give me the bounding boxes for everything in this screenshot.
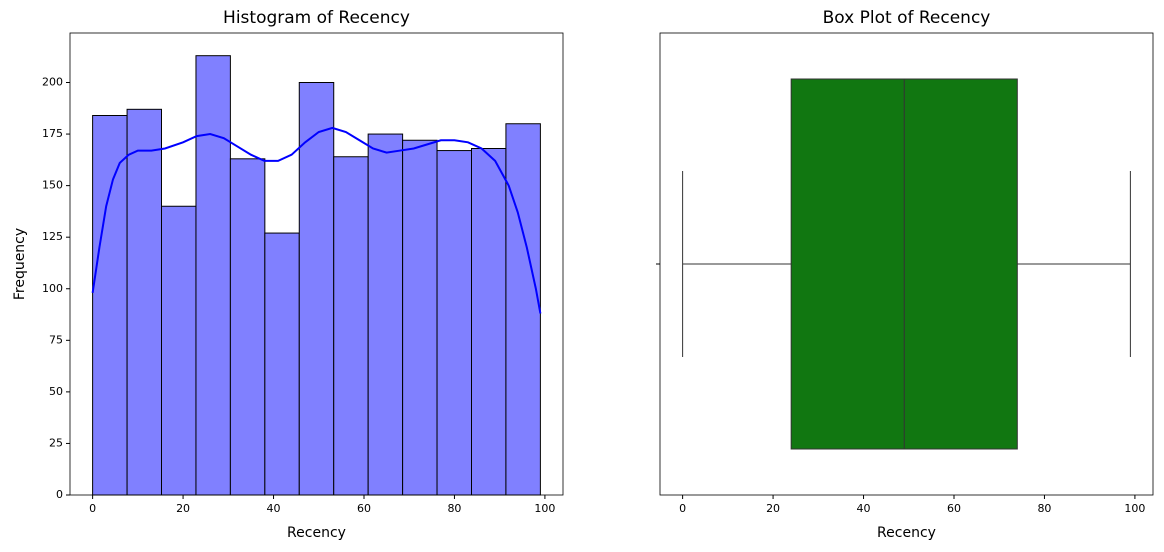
bar [195, 55, 231, 496]
x-tick-label: 100 [1124, 502, 1145, 515]
x-tick-label: 20 [176, 502, 190, 515]
bar [436, 150, 473, 496]
x-tick-label: 100 [534, 502, 555, 515]
x-tick-label: 60 [947, 502, 961, 515]
x-tick-label: 20 [766, 502, 780, 515]
kde-line [91, 126, 542, 314]
x-tick-label: 0 [679, 502, 686, 515]
y-tick-label: 125 [42, 230, 63, 243]
bar [298, 82, 335, 496]
x-tick-label: 80 [1037, 502, 1051, 515]
y-tick-label: 0 [56, 488, 63, 501]
y-tick-label: 100 [42, 282, 63, 295]
bar [229, 158, 266, 496]
x-tick-label: 0 [89, 502, 96, 515]
bar [471, 148, 507, 496]
bar [505, 123, 541, 496]
y-tick-label: 50 [49, 385, 63, 398]
x-axis-label: Recency [287, 525, 346, 541]
axes-frame [69, 32, 564, 496]
y-tick-label: 175 [42, 127, 63, 140]
y-tick-label: 75 [49, 333, 63, 346]
y-tick-label: 150 [42, 179, 63, 192]
chart-title: Histogram of Recency [223, 8, 410, 28]
bar [333, 156, 369, 496]
bar [160, 205, 197, 496]
x-tick-label: 80 [447, 502, 461, 515]
bar [264, 232, 300, 496]
y-tick-label: 200 [42, 76, 63, 89]
chart-title: Box Plot of Recency [823, 8, 991, 28]
bar [92, 115, 128, 496]
bar [402, 139, 438, 496]
bar [126, 108, 162, 496]
y-axis-label: Frequency [12, 228, 28, 300]
axes-frame [659, 32, 1154, 496]
x-tick-label: 60 [357, 502, 371, 515]
y-tick-label: 25 [49, 436, 63, 449]
x-tick-label: 40 [857, 502, 871, 515]
x-tick-label: 40 [267, 502, 281, 515]
bar [367, 133, 404, 496]
x-axis-label: Recency [877, 525, 936, 541]
